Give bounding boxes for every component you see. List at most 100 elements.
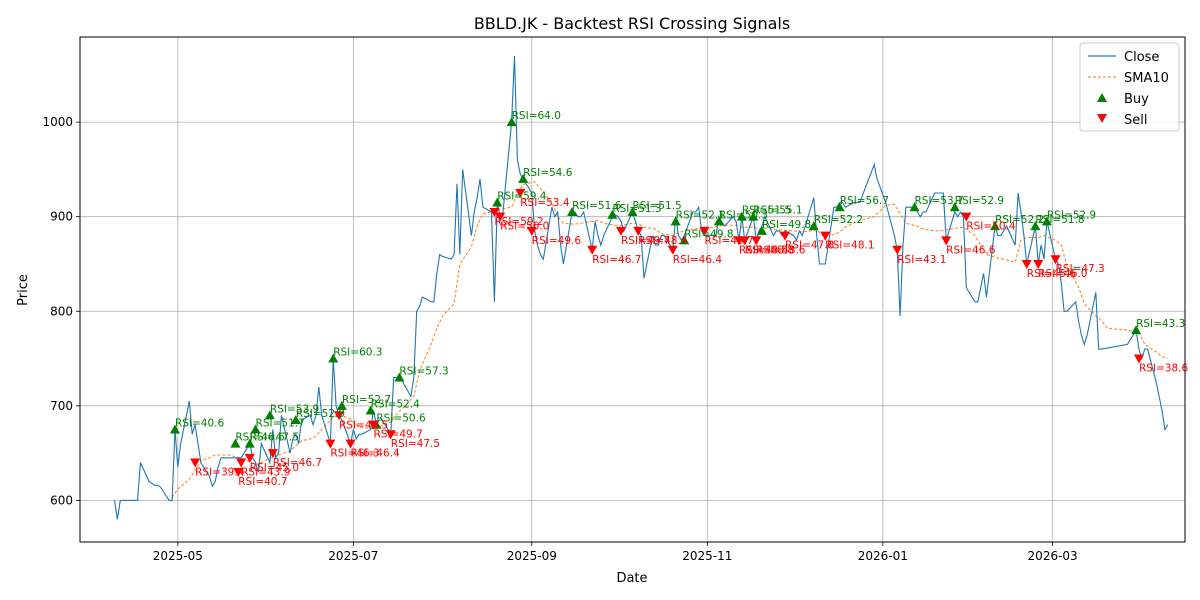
sell-marker	[1050, 255, 1061, 265]
buy-marker	[679, 235, 690, 245]
buy-marker	[244, 438, 255, 448]
sell-signal-label: RSI=38.6	[1139, 363, 1189, 375]
buy-marker	[492, 197, 503, 207]
buy-signal-label: RSI=56.7	[840, 195, 889, 207]
buy-marker	[808, 221, 819, 231]
x-tick-label: 2026-01	[858, 549, 908, 563]
buy-signal-label: RSI=52.9	[1047, 209, 1096, 221]
legend-sell-marker	[1097, 114, 1107, 123]
sell-marker	[1033, 259, 1044, 269]
x-axis: 2025-05 2025-07 2025-09 2025-11 2026-01 2026-…	[153, 542, 1078, 563]
close-line	[113, 55, 1169, 520]
sell-signal-label: RSI=49.6	[532, 235, 582, 247]
sell-marker	[961, 212, 972, 222]
sell-signal-label: RSI=39.4	[195, 467, 245, 479]
buy-signal-label: RSI=51.7	[256, 417, 305, 429]
buy-signal-label: RSI=49.8	[762, 219, 811, 231]
sell-signal-label: RSI=46.6	[946, 244, 996, 256]
buy-marker	[748, 211, 759, 221]
sell-signal-label: RSI=48.1	[825, 240, 874, 252]
sell-signal-label: RSI=48.4	[638, 235, 688, 247]
sell-marker	[489, 207, 500, 217]
x-tick-label: 2025-11	[682, 549, 732, 563]
legend-sma10-label: SMA10	[1124, 71, 1169, 86]
sell-signal-label: RSI=47.8	[785, 240, 834, 252]
y-axis: 600 700 800 900 1000	[42, 115, 80, 507]
buy-signal-label: RSI=51.5	[742, 205, 791, 217]
sell-marker	[526, 226, 537, 236]
y-tick-label: 800	[50, 304, 73, 318]
buy-marker	[990, 221, 1001, 231]
buy-marker	[290, 415, 301, 425]
buy-marker	[567, 206, 578, 216]
buy-marker	[627, 206, 638, 216]
buy-signal-label: RSI=52.4	[371, 399, 421, 411]
sell-marker	[233, 468, 244, 478]
sell-signal-label: RSI=59.2	[494, 216, 543, 228]
x-tick-label: 2025-09	[507, 549, 557, 563]
buy-signal-label: RSI=50.6	[376, 413, 426, 425]
sell-marker	[325, 439, 336, 449]
buy-marker	[328, 353, 339, 363]
sell-marker	[385, 430, 396, 440]
grid	[80, 37, 1185, 542]
buy-marker	[264, 410, 275, 420]
buy-marker	[607, 209, 618, 219]
buy-signal-label: RSI=51.6	[572, 200, 622, 212]
buy-signal-label: RSI=51.3	[612, 203, 661, 215]
sell-signal-label: RSI=49.7	[374, 429, 423, 441]
x-tick-label: 2025-05	[153, 549, 203, 563]
buy-marker	[834, 202, 845, 212]
plot-frame	[79, 36, 1186, 543]
sell-signal-label: RSI=56.0	[500, 221, 549, 233]
sma10-line	[171, 181, 1168, 498]
sell-signal-label: RSI=47.3	[1056, 263, 1105, 275]
y-tick-label: 1000	[42, 115, 73, 129]
plot-area: RSI=40.6RSI=46.6RSI=47.5RSI=51.7RSI=53.9…	[113, 55, 1189, 520]
sell-marker	[633, 226, 644, 236]
legend-sell-label: Sell	[1124, 113, 1147, 128]
buy-signal-label: RSI=46.6	[235, 432, 285, 444]
buy-marker	[756, 225, 767, 235]
buy-marker	[1131, 325, 1142, 335]
sell-marker	[780, 231, 791, 241]
buy-marker	[169, 424, 180, 434]
sell-marker	[236, 458, 247, 468]
legend: Close SMA10 Buy Sell	[1079, 42, 1180, 132]
x-axis-label: Date	[616, 571, 647, 586]
legend-buy-label: Buy	[1124, 92, 1149, 107]
sell-marker	[345, 439, 356, 449]
buy-marker	[1030, 221, 1041, 231]
sell-signal-label: RSI=40.7	[238, 476, 287, 488]
sell-signal-label: RSI=46.3	[330, 448, 379, 460]
buy-signal-label: RSI=51.8	[1035, 214, 1084, 226]
sell-marker	[368, 420, 379, 430]
buy-signal-label: RSI=57.3	[399, 365, 448, 377]
buy-signal-label: RSI=54.6	[523, 167, 573, 179]
legend-box	[1079, 42, 1180, 132]
chart-title: BBLD.JK - Backtest RSI Crossing Signals	[474, 14, 790, 33]
sell-signal-label: RSI=45.6	[1027, 268, 1077, 280]
buy-signal-label: RSI=43.3	[1136, 318, 1185, 330]
sell-signal-label: RSI=48.6	[756, 244, 806, 256]
sell-marker	[751, 236, 762, 246]
sell-signal-label: RSI=49.7	[621, 235, 670, 247]
buy-marker	[1041, 216, 1052, 226]
buy-signal-label: RSI=52.9	[955, 195, 1004, 207]
sell-signal-label: RSI=48.8	[745, 244, 794, 256]
y-tick-label: 900	[50, 210, 73, 224]
buy-marker	[518, 173, 529, 183]
buy-signal-label: RSI=47.5	[250, 432, 299, 444]
sell-signal-label: RSI=46.0	[1038, 268, 1087, 280]
sell-marker	[495, 212, 506, 222]
buy-signal-label: RSI=52.1	[676, 209, 725, 221]
close-series	[113, 55, 1169, 520]
buy-signal-label: RSI=60.3	[333, 347, 382, 359]
sell-marker	[515, 189, 526, 199]
buy-signal-label: RSI=51.5	[633, 200, 682, 212]
sell-marker	[1133, 354, 1144, 364]
sell-signal-label: RSI=43.1	[897, 254, 946, 266]
sell-signal-label: RSI=46.4	[350, 448, 400, 460]
y-axis-label: Price	[16, 274, 31, 306]
legend-buy-marker	[1097, 93, 1107, 102]
